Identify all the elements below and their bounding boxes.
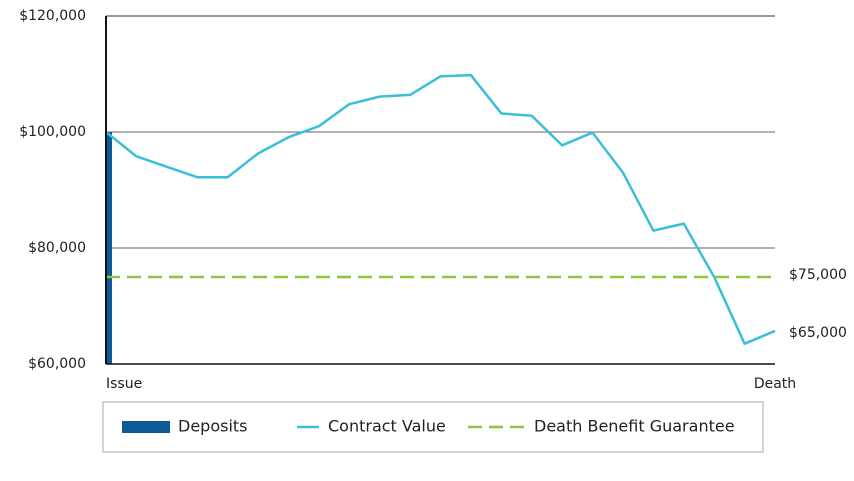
x-tick-label: Death <box>754 376 796 392</box>
y-tick-label: $80,000 <box>28 240 86 256</box>
legend-label: Deposits <box>178 417 248 436</box>
legend-label: Death Benefit Guarantee <box>534 417 735 436</box>
series-line <box>105 73 776 345</box>
y-tick-label: $60,000 <box>28 356 86 372</box>
legend-box <box>102 401 764 453</box>
bar <box>106 132 112 364</box>
legend-swatch <box>122 421 170 433</box>
legend-label: Contract Value <box>328 417 446 436</box>
y-tick-label: $100,000 <box>19 124 86 140</box>
x-tick-label: Issue <box>106 376 142 392</box>
annotation: $75,000 <box>789 267 847 283</box>
y-tick-label: $120,000 <box>19 8 86 24</box>
annotation: $65,000 <box>789 325 847 341</box>
